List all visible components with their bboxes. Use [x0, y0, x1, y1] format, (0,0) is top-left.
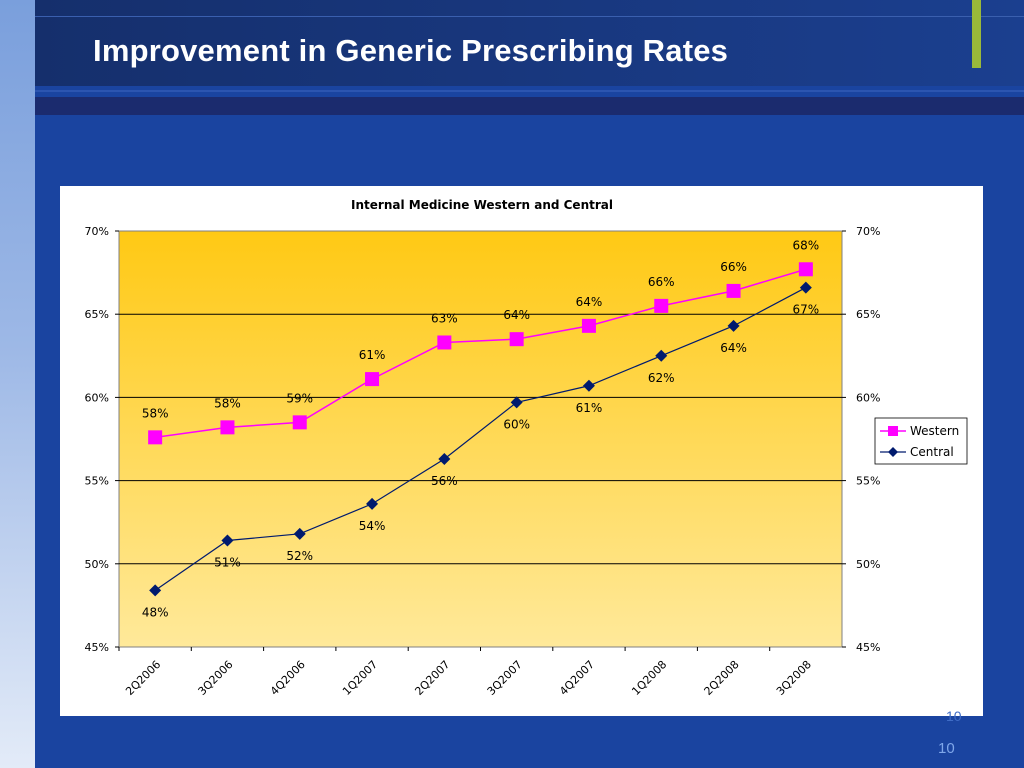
data-point-diamond: [655, 349, 668, 362]
data-point-diamond: [438, 452, 451, 465]
page-number: 10: [938, 740, 955, 757]
chart-title: Internal Medicine Western and Central: [351, 198, 613, 212]
data-label: 66%: [720, 260, 747, 274]
title-bar: [35, 0, 1024, 86]
data-label: 59%: [286, 391, 313, 405]
y-tick-label: 65%: [85, 308, 109, 321]
y2-tick-label: 45%: [856, 641, 880, 654]
divider-band: [35, 97, 1024, 115]
data-label: 61%: [576, 401, 603, 415]
data-point-square: [220, 420, 235, 435]
y2-tick-label: 65%: [856, 308, 880, 321]
x-tick-label: 4Q2006: [268, 658, 308, 698]
data-point-square: [798, 262, 813, 277]
slide-title: Improvement in Generic Prescribing Rates: [93, 33, 729, 68]
gridlines: [119, 313, 842, 565]
y-tick-label: 70%: [85, 225, 109, 238]
data-label: 68%: [793, 238, 820, 252]
legend-box: [874, 417, 968, 465]
data-point-diamond: [510, 396, 523, 409]
data-label: 63%: [431, 311, 458, 325]
data-label: 64%: [576, 295, 603, 309]
y-axis-left: 45% 50% 55% 60% 65% 70%: [85, 225, 119, 654]
data-point-square: [148, 430, 163, 445]
legend-central-label: Central: [910, 445, 954, 459]
legend-western-label: Western: [910, 424, 959, 438]
y-tick-label: 60%: [85, 391, 109, 404]
data-label: 58%: [214, 396, 241, 410]
x-tick-label: 2Q2006: [123, 658, 163, 698]
x-tick-label: 2Q2008: [702, 658, 742, 698]
y2-tick-label: 70%: [856, 225, 880, 238]
data-point-square: [437, 335, 452, 350]
x-tick-label: 1Q2008: [629, 658, 669, 698]
x-tick-label: 1Q2007: [340, 658, 380, 698]
data-label: 51%: [214, 556, 241, 570]
data-label: 61%: [359, 348, 386, 362]
data-point-diamond: [727, 319, 740, 332]
plot-area: [118, 230, 843, 648]
data-point-square: [292, 415, 307, 430]
y2-tick-label: 60%: [856, 391, 880, 404]
data-label: 67%: [793, 303, 820, 317]
y-axis-right: 45% 50% 55% 60% 65% 70%: [842, 225, 880, 654]
legend: Western Central: [874, 417, 968, 465]
data-label: 54%: [359, 519, 386, 533]
data-label: 62%: [648, 371, 675, 385]
divider-line: [35, 90, 1024, 92]
data-point-diamond: [149, 584, 162, 597]
data-point-square: [654, 298, 669, 313]
x-tick-label: 2Q2007: [412, 658, 452, 698]
y-tick-label: 50%: [85, 558, 109, 571]
series-central: 48% 51% 52% 54% 56% 60% 61% 62% 64% 67%: [142, 281, 820, 619]
y2-tick-label: 50%: [856, 558, 880, 571]
y-tick-label: 55%: [85, 475, 109, 488]
data-point-square: [509, 332, 524, 347]
y2-tick-label: 55%: [856, 475, 880, 488]
line-chart: Internal Medicine Western and Central 45…: [85, 198, 968, 698]
series-western: 58% 58% 59% 61% 63% 64% 64% 66% 66% 68%: [142, 238, 820, 445]
x-axis: 2Q2006 3Q2006 4Q2006 1Q2007 2Q2007 3Q2007 4Q20…: [118, 647, 814, 698]
legend-western-marker: [888, 426, 898, 436]
data-point-square: [365, 372, 380, 387]
data-point-square: [581, 318, 596, 333]
legend-central-marker: [888, 447, 898, 457]
x-tick-label: 4Q2007: [557, 658, 597, 698]
left-gradient-strip: [0, 0, 35, 768]
series-line: [155, 268, 807, 439]
y-tick-label: 45%: [85, 641, 109, 654]
data-point-diamond: [582, 379, 595, 392]
data-point-diamond: [221, 534, 234, 547]
data-point-diamond: [293, 527, 306, 540]
page-number-ghost: 10: [946, 708, 962, 724]
chart-container: Internal Medicine Western and Central 45…: [60, 186, 983, 716]
data-point-diamond: [799, 281, 812, 294]
green-accent-bar: [972, 0, 981, 68]
title-top-line: [35, 16, 1024, 17]
data-label: 60%: [503, 417, 530, 431]
data-label: 64%: [720, 341, 747, 355]
x-tick-label: 3Q2008: [774, 658, 814, 698]
x-tick-label: 3Q2006: [196, 658, 236, 698]
x-tick-label: 3Q2007: [485, 658, 525, 698]
data-label: 52%: [286, 549, 313, 563]
data-point-square: [726, 283, 741, 298]
data-label: 64%: [503, 308, 530, 322]
data-point-diamond: [366, 497, 379, 510]
data-label: 56%: [431, 474, 458, 488]
series-line: [154, 287, 807, 591]
data-label: 66%: [648, 275, 675, 289]
data-label: 48%: [142, 605, 169, 619]
data-label: 58%: [142, 406, 169, 420]
